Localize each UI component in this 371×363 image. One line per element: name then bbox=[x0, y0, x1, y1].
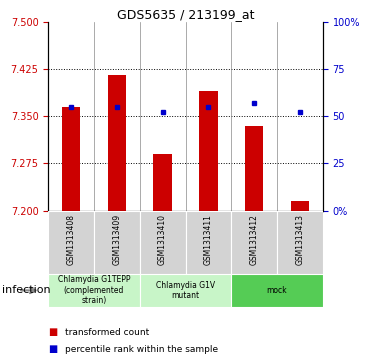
Bar bbox=[140, 211, 186, 274]
Bar bbox=[291, 201, 309, 211]
Bar bbox=[231, 274, 323, 307]
Text: ■: ■ bbox=[48, 344, 58, 354]
Bar bbox=[231, 211, 277, 274]
Bar bbox=[277, 211, 323, 274]
Bar bbox=[140, 274, 231, 307]
Bar bbox=[48, 274, 140, 307]
Bar bbox=[94, 211, 140, 274]
Bar bbox=[199, 91, 217, 211]
Bar bbox=[108, 75, 126, 211]
Bar bbox=[154, 154, 172, 211]
Text: infection: infection bbox=[2, 285, 50, 295]
Bar bbox=[48, 211, 94, 274]
Text: GSM1313409: GSM1313409 bbox=[112, 214, 121, 265]
Text: GSM1313412: GSM1313412 bbox=[250, 214, 259, 265]
Text: mock: mock bbox=[267, 286, 287, 295]
Text: Chlamydia G1V
mutant: Chlamydia G1V mutant bbox=[156, 281, 215, 300]
Text: transformed count: transformed count bbox=[65, 328, 149, 337]
Text: percentile rank within the sample: percentile rank within the sample bbox=[65, 345, 218, 354]
Bar bbox=[245, 126, 263, 211]
Text: GSM1313410: GSM1313410 bbox=[158, 214, 167, 265]
Title: GDS5635 / 213199_at: GDS5635 / 213199_at bbox=[117, 8, 254, 21]
Text: Chlamydia G1TEPP
(complemented
strain): Chlamydia G1TEPP (complemented strain) bbox=[58, 276, 130, 305]
Bar bbox=[186, 211, 231, 274]
Text: GSM1313411: GSM1313411 bbox=[204, 214, 213, 265]
Text: GSM1313408: GSM1313408 bbox=[67, 214, 76, 265]
Text: ■: ■ bbox=[48, 327, 58, 337]
Text: GSM1313413: GSM1313413 bbox=[295, 214, 304, 265]
Bar bbox=[62, 107, 80, 211]
